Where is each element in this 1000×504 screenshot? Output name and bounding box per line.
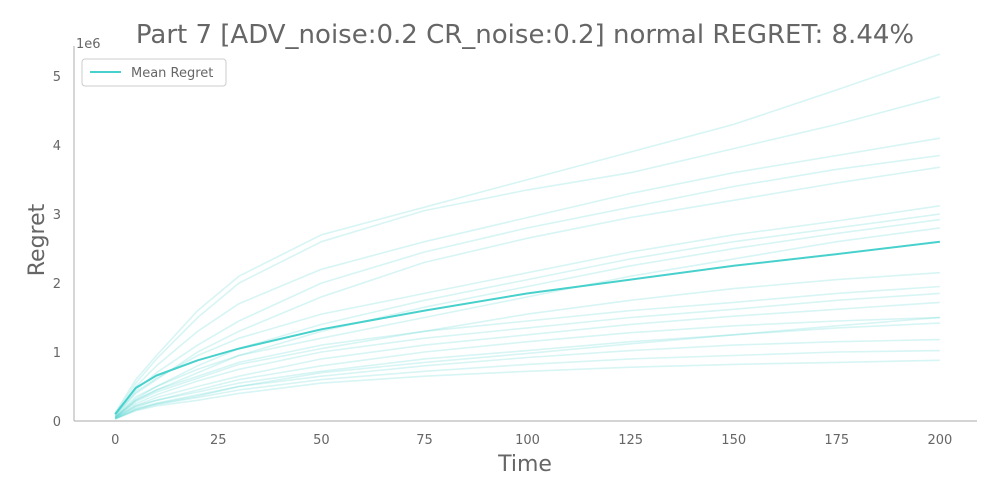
lines-layer [114,53,941,420]
series-line-run-11 [114,285,940,419]
series-line-run-13 [114,301,940,419]
series-line-run-16 [114,338,940,420]
series-line-run-18 [114,359,940,420]
x-tick-label: 175 [824,433,849,448]
series-line-run-4 [114,154,941,416]
series-line-run-5 [114,166,941,417]
series-line-run-12 [114,292,940,419]
series-line-run-10 [114,271,940,419]
x-tick-label: 75 [416,433,433,448]
y-offset-label: 1e6 [76,37,101,52]
series-line-run-8 [114,218,941,419]
x-tick-label: 200 [927,433,952,448]
axes-layer: 0 25 50 75 100 125 150 175 200 0 1 2 3 4 5 [53,46,977,448]
legend-label: Mean Regret [131,66,213,81]
legend: Mean Regret [81,58,227,87]
x-tick-label: 50 [313,433,330,448]
series-line-run-9 [114,227,941,418]
y-axis-label: Regret [25,203,50,276]
series-line-run-14 [114,316,940,419]
series-line-run-7 [114,213,941,418]
series-line-run-1 [114,53,941,414]
series-line-run-2 [114,96,941,415]
y-tick-label: 3 [53,208,61,223]
series-line-mean-regret [114,240,941,415]
y-tick-label: 2 [53,277,61,292]
series-line-run-15 [114,322,940,419]
chart-title: Part 7 [ADV_noise:0.2 CR_noise:0.2] norm… [136,20,914,50]
y-tick-label: 1 [53,346,61,361]
series-line-run-3 [114,137,941,416]
series-line-run-6 [114,205,941,417]
legend-box [81,58,227,87]
y-tick-label: 4 [53,139,61,154]
y-tick-label: 5 [53,70,61,85]
x-tick-label: 25 [210,433,227,448]
series-line-run-19 [114,316,940,420]
y-tick-label: 0 [53,415,61,430]
x-tick-label: 125 [618,433,643,448]
x-tick-label: 0 [111,433,119,448]
series-line-run-17 [114,349,940,420]
x-axis-label: Time [497,452,552,477]
x-tick-label: 150 [721,433,746,448]
x-tick-label: 100 [515,433,540,448]
